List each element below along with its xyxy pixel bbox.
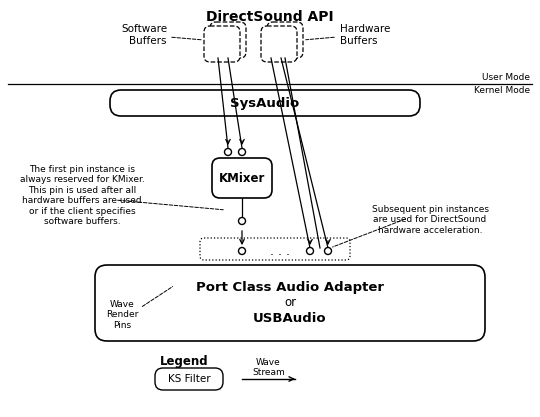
Text: Software
Buffers: Software Buffers (121, 24, 167, 46)
FancyBboxPatch shape (261, 26, 297, 62)
Text: Port Class Audio Adapter: Port Class Audio Adapter (196, 281, 384, 294)
Circle shape (325, 248, 332, 254)
Circle shape (307, 248, 314, 254)
Text: KMixer: KMixer (219, 171, 265, 184)
Text: User Mode: User Mode (482, 73, 530, 82)
Circle shape (225, 148, 232, 156)
Text: Subsequent pin instances
are used for DirectSound
hardware acceleration.: Subsequent pin instances are used for Di… (372, 205, 489, 235)
Text: Wave
Render
Pins: Wave Render Pins (106, 300, 138, 330)
Circle shape (239, 148, 246, 156)
FancyBboxPatch shape (110, 90, 420, 116)
Text: Legend: Legend (160, 355, 208, 368)
Text: DirectSound API: DirectSound API (206, 10, 334, 24)
FancyBboxPatch shape (95, 265, 485, 341)
FancyBboxPatch shape (204, 26, 240, 62)
Text: KS Filter: KS Filter (168, 374, 210, 384)
Text: Kernel Mode: Kernel Mode (474, 86, 530, 95)
Text: The first pin instance is
always reserved for KMixer.
This pin is used after all: The first pin instance is always reserve… (19, 165, 144, 226)
Text: . . .: . . . (270, 244, 290, 258)
FancyBboxPatch shape (210, 22, 246, 58)
FancyBboxPatch shape (155, 368, 223, 390)
Text: USBAudio: USBAudio (253, 312, 327, 326)
Text: Wave
Stream: Wave Stream (252, 358, 285, 377)
FancyBboxPatch shape (212, 158, 272, 198)
Circle shape (239, 218, 246, 224)
Circle shape (239, 248, 246, 254)
Text: SysAudio: SysAudio (231, 96, 300, 110)
Text: Hardware
Buffers: Hardware Buffers (340, 24, 390, 46)
Text: or: or (284, 296, 296, 309)
FancyBboxPatch shape (267, 22, 303, 58)
